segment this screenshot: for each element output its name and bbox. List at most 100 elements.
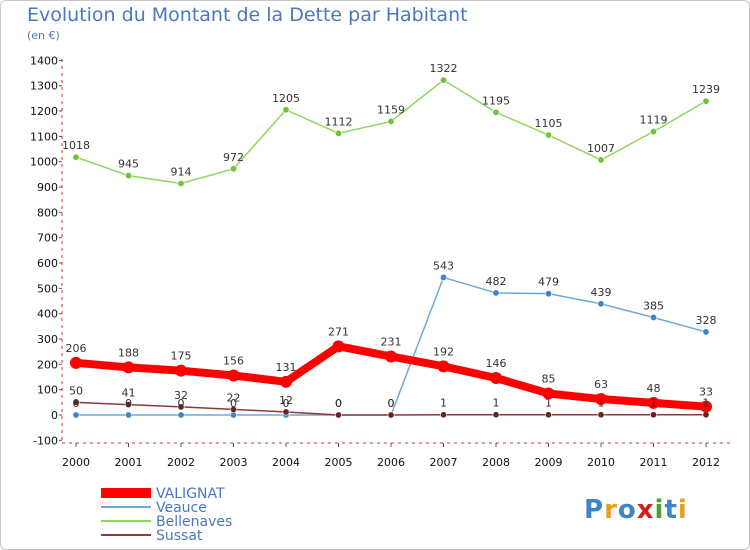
data-point-bellenaves <box>230 165 238 173</box>
data-point-sussat <box>492 411 500 419</box>
data-point-valignat <box>280 375 292 388</box>
data-point-veauce <box>597 300 605 308</box>
data-label-bellenaves: 1105 <box>535 117 563 130</box>
data-label-bellenaves: 1205 <box>272 92 300 105</box>
data-point-bellenaves <box>334 129 342 137</box>
data-label-veauce: 0 <box>335 397 342 410</box>
x-tick-label: 2002 <box>167 456 195 469</box>
data-point-valignat <box>70 356 82 369</box>
data-label-veauce: 0 <box>125 397 132 410</box>
x-tick-label: 2001 <box>115 456 143 469</box>
data-label-bellenaves: 1195 <box>482 94 510 107</box>
x-tick-label: 2005 <box>325 456 353 469</box>
data-label-veauce: 0 <box>73 397 80 410</box>
data-point-veauce <box>649 313 657 321</box>
data-point-valignat <box>490 372 502 385</box>
data-label-bellenaves: 1159 <box>377 103 405 116</box>
data-label-sussat: 0 <box>388 397 395 410</box>
data-label-veauce: 479 <box>538 276 559 289</box>
data-label-valignat: 206 <box>66 342 87 355</box>
x-tick-label: 2000 <box>62 456 90 469</box>
data-point-sussat <box>230 405 238 413</box>
data-label-valignat: 85 <box>542 372 556 385</box>
data-point-sussat <box>177 403 185 411</box>
x-tick-label: 2012 <box>692 456 720 469</box>
y-tick-label: 700 <box>37 232 58 245</box>
data-point-bellenaves <box>387 117 395 125</box>
data-point-sussat <box>649 411 657 419</box>
legend-label-veauce: Veauce <box>156 500 207 516</box>
y-tick-label: 900 <box>37 181 58 194</box>
data-point-bellenaves <box>597 156 605 164</box>
data-label-sussat: 22 <box>227 391 241 404</box>
y-tick-label: 300 <box>37 333 58 346</box>
data-point-bellenaves <box>177 179 185 187</box>
data-label-sussat: 32 <box>174 389 188 402</box>
data-label-valignat: 271 <box>328 325 349 338</box>
data-label-bellenaves: 1119 <box>640 114 668 127</box>
data-point-valignat <box>385 350 397 363</box>
legend-label-valignat: VALIGNAT <box>156 486 225 502</box>
data-label-valignat: 48 <box>647 382 661 395</box>
data-point-bellenaves <box>544 131 552 139</box>
y-tick-label: 500 <box>37 282 58 295</box>
y-tick-label: 1400 <box>30 54 58 67</box>
data-point-bellenaves <box>282 106 290 114</box>
legend-label-sussat: Sussat <box>156 528 203 544</box>
proxiti-logo: Proxiti <box>584 495 688 525</box>
data-label-veauce: 0 <box>230 397 237 410</box>
x-tick-label: 2007 <box>430 456 458 469</box>
data-label-sussat: 41 <box>122 387 136 400</box>
data-label-sussat: 1 <box>493 397 500 410</box>
data-point-veauce <box>72 411 80 419</box>
data-label-valignat: 192 <box>433 345 454 358</box>
data-point-sussat <box>439 411 447 419</box>
y-tick-label: 0 <box>51 409 58 422</box>
x-tick-label: 2010 <box>587 456 615 469</box>
data-label-valignat: 188 <box>118 346 139 359</box>
data-point-valignat <box>595 393 607 406</box>
data-point-bellenaves <box>702 97 710 105</box>
data-label-veauce: 0 <box>388 397 395 410</box>
data-point-sussat <box>125 401 133 409</box>
data-point-veauce <box>544 290 552 298</box>
data-point-bellenaves <box>125 172 133 180</box>
y-tick-label: 100 <box>37 384 58 397</box>
y-tick-label: 1200 <box>30 105 58 118</box>
data-label-veauce: 0 <box>283 397 290 410</box>
data-point-sussat <box>597 411 605 419</box>
x-tick-label: 2006 <box>377 456 405 469</box>
x-tick-label: 2003 <box>220 456 248 469</box>
y-tick-label: 800 <box>37 206 58 219</box>
y-tick-label: 200 <box>37 358 58 371</box>
data-point-valignat <box>227 369 240 382</box>
data-point-veauce <box>125 411 133 419</box>
data-label-veauce: 0 <box>178 397 185 410</box>
data-point-veauce <box>177 411 185 419</box>
data-point-valignat <box>332 340 345 353</box>
x-tick-label: 2008 <box>482 456 510 469</box>
data-label-sussat: 0 <box>335 397 342 410</box>
data-point-valignat <box>700 400 712 413</box>
legend-label-bellenaves: Bellenaves <box>156 514 232 530</box>
data-label-valignat: 63 <box>594 378 608 391</box>
y-tick-label: -100 <box>33 434 58 447</box>
data-label-valignat: 175 <box>171 350 192 363</box>
data-label-veauce: 543 <box>433 259 454 272</box>
data-point-bellenaves <box>439 76 447 84</box>
data-point-valignat <box>437 360 450 373</box>
data-label-bellenaves: 1239 <box>692 83 720 96</box>
data-point-sussat <box>544 411 552 419</box>
data-label-veauce: 385 <box>643 299 664 312</box>
data-point-sussat <box>72 398 80 406</box>
data-point-valignat <box>175 364 187 377</box>
data-point-valignat <box>647 396 660 409</box>
data-point-veauce <box>702 328 710 336</box>
data-label-valignat: 231 <box>381 335 402 348</box>
data-point-veauce <box>492 289 500 297</box>
x-tick-label: 2011 <box>640 456 668 469</box>
data-point-bellenaves <box>649 128 657 136</box>
chart-subtitle: (en €) <box>27 29 60 42</box>
data-label-bellenaves: 1322 <box>430 62 458 75</box>
